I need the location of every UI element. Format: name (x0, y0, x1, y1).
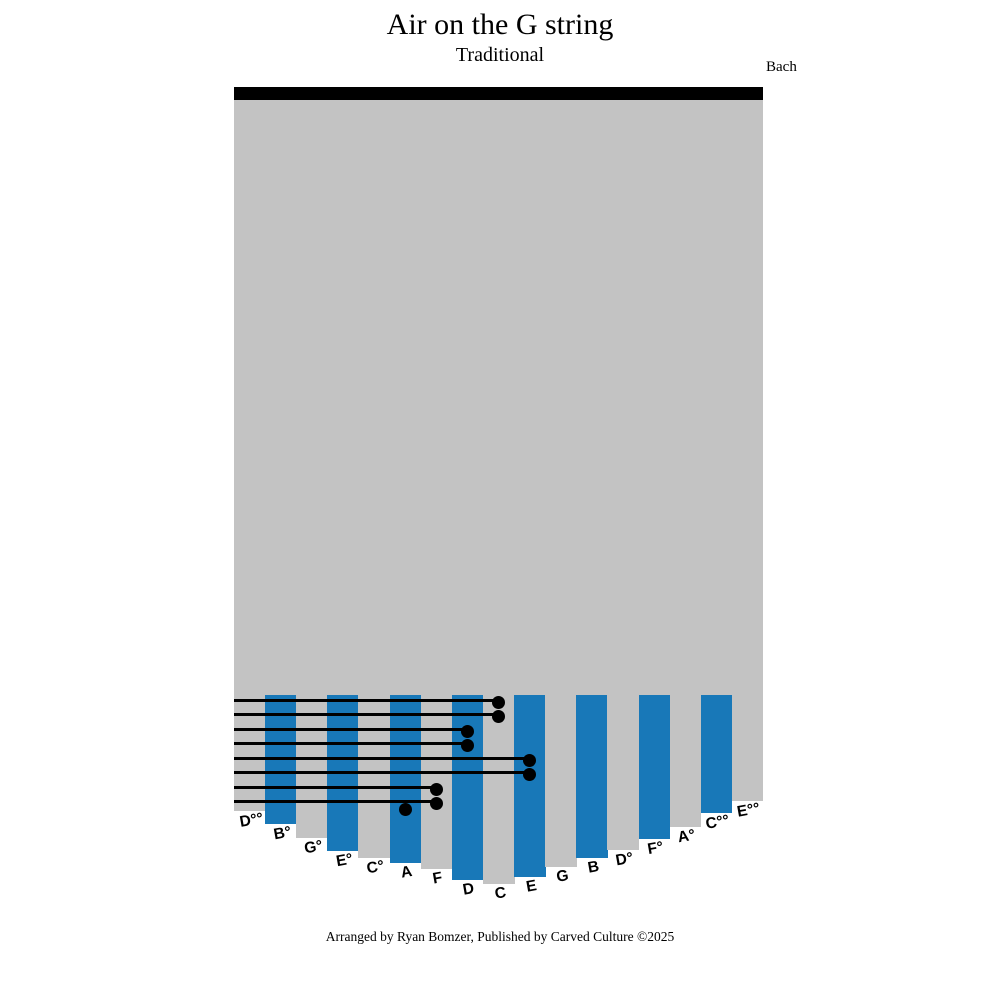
note-dot-F-8 (429, 796, 443, 810)
page-title: Air on the G string (386, 8, 614, 41)
note-line-6 (234, 770, 530, 774)
page-subtitle: Traditional (455, 44, 545, 66)
tine-label-D: D (461, 880, 476, 899)
tine-label-F: F (431, 869, 444, 888)
tine-label-G: G (554, 866, 570, 886)
note-dot-F-7 (429, 782, 443, 796)
note-line-2 (234, 712, 499, 716)
tine-label-E°°: E°° (736, 800, 762, 821)
tine-label-E: E (524, 877, 538, 896)
tine-bar-B (576, 695, 608, 858)
tine-bar-A° (669, 695, 702, 827)
note-dot-C-2 (492, 709, 505, 723)
note-line-8 (234, 799, 437, 803)
note-dot-D-3 (460, 724, 474, 738)
tine-bar-F° (638, 695, 671, 839)
tine-bar-B° (265, 695, 297, 824)
tine-bar-E (514, 695, 546, 877)
note-line-4 (234, 741, 468, 745)
tine-bar-G° (296, 695, 328, 838)
composer-credit: Bach (766, 59, 797, 75)
publisher-credit: Arranged by Ryan Bomzer, Published by Ca… (325, 929, 675, 944)
note-line-3 (234, 727, 468, 731)
tine-bar-E°° (731, 695, 764, 801)
tine-label-E°: E° (334, 850, 355, 871)
note-dot-E-6 (523, 767, 537, 781)
tine-bar-F (420, 695, 453, 869)
tine-bar-C° (358, 695, 391, 858)
grace-note-dot-A (398, 802, 412, 816)
tine-bar-A (389, 695, 422, 863)
note-line-5 (234, 756, 530, 760)
tine-bar-C (482, 695, 515, 884)
note-dot-D-4 (460, 738, 474, 752)
tine-label-A°: A° (676, 826, 697, 847)
tine-label-D°°: D°° (237, 809, 265, 831)
tine-label-D°: D° (614, 849, 635, 870)
kalimba-top-bar (234, 87, 763, 100)
tine-label-B: B (586, 858, 601, 877)
kalimba-board (234, 100, 763, 695)
note-dot-C-1 (492, 695, 505, 709)
tine-label-C°: C° (365, 857, 386, 878)
note-line-1 (234, 698, 499, 702)
note-line-7 (234, 785, 437, 789)
tine-bar-G (545, 695, 577, 867)
note-dot-E-5 (523, 753, 537, 767)
tine-label-F°: F° (646, 838, 665, 859)
tine-label-A: A (399, 863, 414, 882)
tine-label-C: C (492, 884, 507, 903)
tine-bar-C°° (700, 695, 733, 813)
tine-label-C°°: C°° (704, 811, 731, 833)
tine-bar-D (451, 695, 484, 880)
tine-label-G°: G° (302, 837, 324, 858)
tine-bar-D° (607, 695, 640, 850)
tine-label-B°: B° (272, 823, 293, 844)
